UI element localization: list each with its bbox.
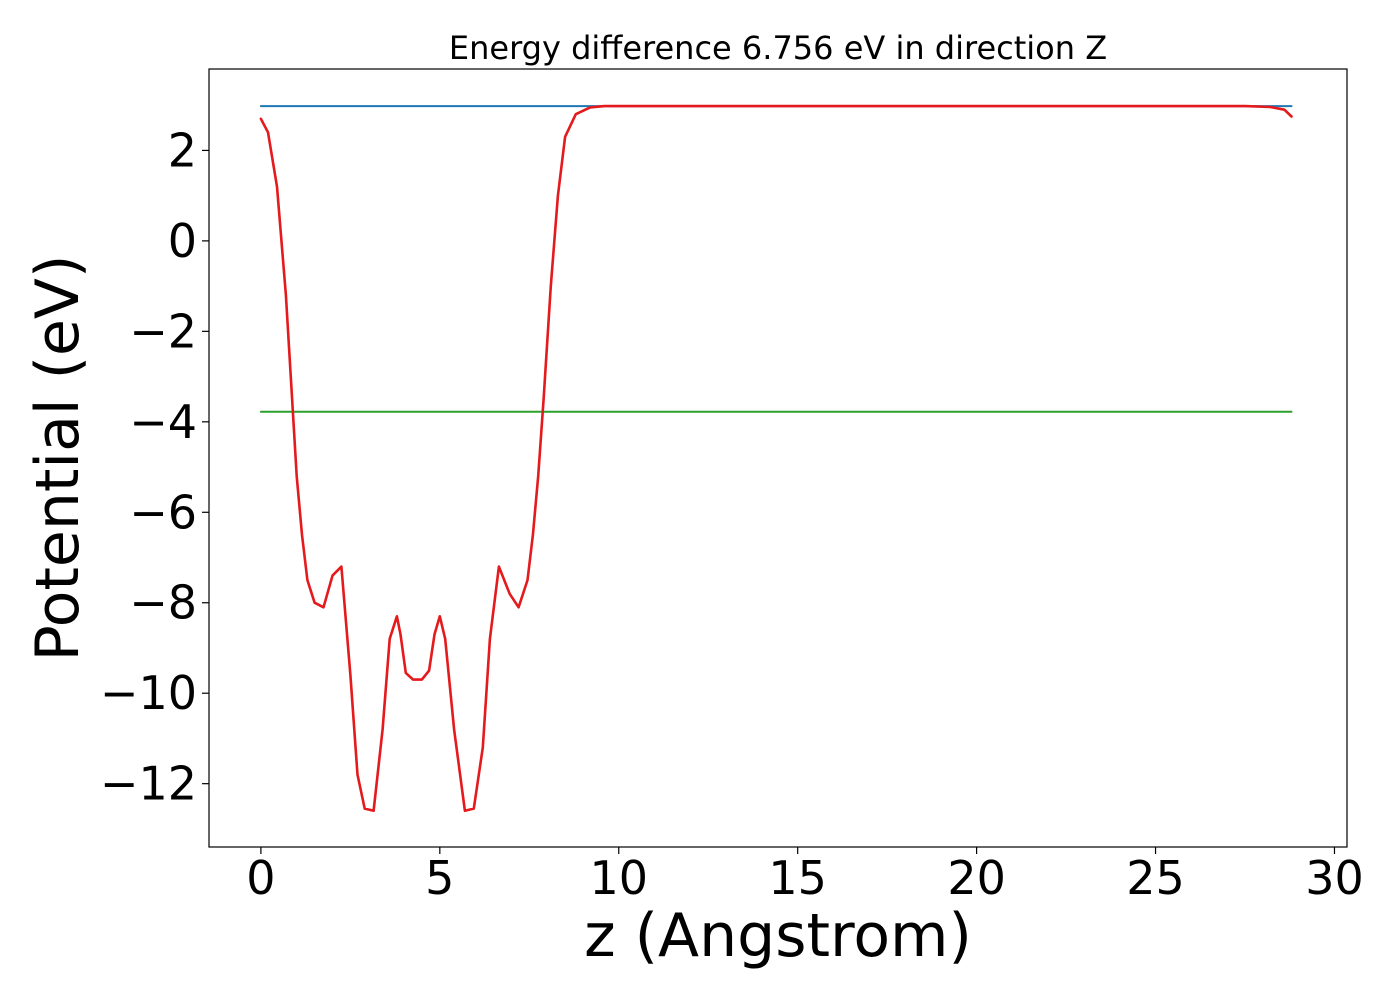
series-line-3: [259, 104, 1293, 813]
x-tick-label: 30: [1305, 851, 1364, 905]
y-axis-ticks: 2 0 −2 −4 −6 −8 −10 −12: [100, 123, 209, 811]
x-tick-label: 15: [768, 851, 827, 905]
x-axis-ticks: 0 5 10 15 20 25 30: [246, 847, 1364, 905]
plot-area-frame: [208, 68, 1348, 848]
y-tick-label: −8: [129, 576, 197, 630]
y-tick-label: −6: [129, 485, 197, 539]
series-layer: [259, 104, 1293, 813]
y-tick-label: −10: [100, 666, 197, 720]
x-tick-label: 0: [246, 851, 275, 905]
y-tick-label: −12: [100, 757, 197, 811]
y-tick-label: 2: [168, 123, 197, 177]
x-tick-label: 20: [947, 851, 1006, 905]
y-tick-label: −4: [129, 395, 197, 449]
y-tick-label: −2: [129, 304, 197, 358]
x-tick-label: 10: [589, 851, 648, 905]
x-tick-label: 25: [1126, 851, 1185, 905]
y-tick-label: 0: [168, 214, 197, 268]
x-tick-label: 5: [425, 851, 454, 905]
chart-title: Energy difference 6.756 eV in direction …: [449, 29, 1107, 67]
x-axis-label: z (Angstrom): [584, 901, 972, 971]
y-axis-label: Potential (eV): [23, 255, 93, 662]
